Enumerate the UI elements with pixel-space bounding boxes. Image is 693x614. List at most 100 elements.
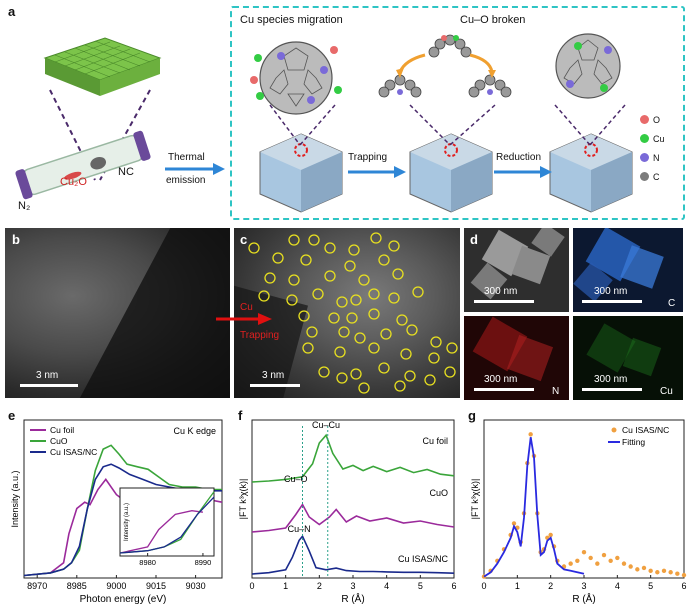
g-data-point — [648, 568, 653, 574]
zoom-lines-cubes — [269, 104, 626, 146]
e-tick-label: 9000 — [106, 581, 126, 591]
atom-legend: O Cu N C — [640, 110, 680, 186]
legend-o: O — [640, 110, 680, 129]
f-series-label: CuO — [429, 488, 448, 498]
reduced-molecule — [555, 33, 621, 99]
g-legend-label: Cu ISAS/NC — [622, 425, 669, 435]
e-xlabel: Photon energy (eV) — [80, 594, 167, 605]
f-series-line — [251, 502, 455, 533]
g-legend-marker — [611, 427, 617, 433]
g-data-point — [548, 532, 553, 538]
f-tick-label: 2 — [317, 581, 322, 591]
e-ylabel: Intensity (a.u.) — [10, 470, 20, 527]
g-data-point — [621, 561, 627, 566]
f-tick-label: 1 — [283, 581, 288, 591]
trapping-arrow — [348, 166, 406, 178]
o-atom-icon — [640, 115, 649, 124]
e-legend-label: Cu foil — [50, 425, 74, 435]
g-data-point — [615, 555, 620, 561]
eds-tile-cu — [573, 316, 683, 400]
cu-atom-icon — [640, 134, 649, 143]
scale-bar-d4 — [582, 388, 642, 391]
g-data-point — [661, 568, 667, 574]
scale-label-d2: 300 nm — [594, 286, 628, 297]
f-tick-label: 6 — [451, 581, 456, 591]
e-legend-label: Cu ISAS/NC — [50, 447, 97, 457]
panel-label-b: b — [12, 232, 20, 247]
element-label-c: C — [668, 298, 676, 309]
e-tick-label: 8970 — [27, 581, 47, 591]
g-data-point — [601, 552, 607, 558]
scale-label-b: 3 nm — [36, 370, 59, 381]
e-inset-tick-label: 8990 — [195, 558, 212, 567]
f-series-label: Cu foil — [422, 436, 448, 446]
f-annotation-cucu: Cu–Cu — [312, 420, 340, 430]
migration-label: Cu species migration — [240, 14, 343, 26]
e-inset-ylabel: Intensity (a.u.) — [124, 503, 130, 541]
g-tick-label: 3 — [581, 581, 586, 591]
g-data-point — [628, 564, 633, 569]
c-atom-icon — [640, 172, 649, 181]
f-series-line — [251, 433, 455, 483]
g-data-point — [595, 561, 600, 566]
e-legend-label: CuO — [50, 436, 68, 446]
f-ylabel: |FT k³χ(k)| — [238, 479, 248, 520]
panel-label-c: c — [240, 232, 248, 247]
legend-cu: Cu — [640, 129, 680, 148]
g-data-point — [511, 521, 517, 526]
g-tick-label: 6 — [681, 581, 686, 591]
f-tick-label: 4 — [384, 581, 389, 591]
g-data-point — [588, 555, 593, 561]
g-xlabel: R (Å) — [572, 592, 595, 605]
emission-label: emission — [166, 175, 206, 186]
e-annotation: Cu K edge — [173, 426, 216, 436]
f-tick-label: 3 — [350, 581, 355, 591]
e-frame — [23, 419, 223, 579]
exafs-fit-chart: 0 1 2 3 4 5 6 R (Å) |FT k³χ(k)| Cu ISAS/NC Fitting — [470, 419, 687, 605]
atom-circles-c — [248, 232, 458, 394]
e-tick-label: 9015 — [146, 581, 166, 591]
n-atom-icon — [640, 153, 649, 162]
n2-label: N₂ — [18, 200, 31, 212]
scale-label-d4: 300 nm — [594, 374, 628, 385]
trapping-annotation-c: Trapping — [240, 330, 280, 341]
scale-bar-d1 — [474, 300, 534, 303]
g-data-point — [608, 558, 613, 563]
cube-1 — [259, 133, 343, 213]
scale-label-d3: 300 nm — [484, 374, 518, 385]
g-data-point — [528, 432, 533, 437]
thermal-label: Thermal — [168, 152, 205, 163]
g-legend-label: Fitting — [622, 437, 645, 447]
g-tick-label: 4 — [615, 581, 620, 591]
eds-tile-n — [464, 316, 569, 400]
g-fit-line — [483, 437, 585, 578]
scale-bar-b — [20, 384, 78, 387]
panel-label-f: f — [238, 408, 243, 423]
cu-migration-molecule — [250, 41, 342, 115]
panel-label-e: e — [8, 408, 16, 423]
tube-furnace — [15, 130, 151, 200]
f-tick-label: 0 — [249, 581, 254, 591]
red-arrow-c — [216, 313, 272, 325]
scale-bar-d3 — [474, 388, 534, 391]
scale-bar-d2 — [582, 300, 642, 303]
g-tick-label: 2 — [548, 581, 553, 591]
e-tick-label: 9030 — [186, 581, 206, 591]
element-label-n: N — [552, 386, 560, 397]
mechanism-box — [230, 6, 685, 220]
trapping-label: Trapping — [348, 152, 388, 163]
e-tick-label: 8985 — [67, 581, 87, 591]
panel-label-a: a — [8, 4, 16, 19]
g-data-point — [635, 567, 640, 572]
f-tick-label: 5 — [418, 581, 423, 591]
legend-c: C — [640, 167, 680, 186]
stem-image-c — [234, 228, 460, 398]
cu-o-broken-label: Cu–O broken — [460, 14, 526, 26]
panel-label-g: g — [468, 408, 476, 423]
scale-label-c: 3 nm — [262, 370, 285, 381]
xanes-chart: 8970 8985 9000 9015 9030 Photon energy (eV) In… — [10, 419, 223, 605]
nc-label: NC — [118, 166, 134, 178]
g-data-point — [568, 561, 573, 566]
cu-annotation-c: Cu — [240, 302, 253, 313]
g-tick-label: 5 — [648, 581, 653, 591]
